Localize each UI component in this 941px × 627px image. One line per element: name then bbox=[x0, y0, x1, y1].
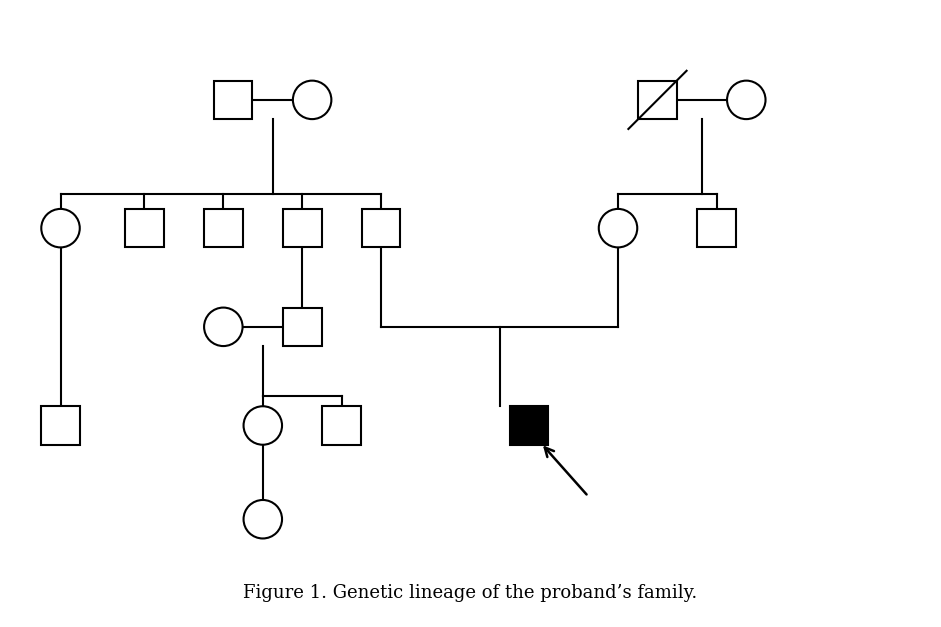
Bar bbox=[283, 209, 322, 248]
Circle shape bbox=[244, 406, 282, 445]
Circle shape bbox=[293, 81, 331, 119]
Circle shape bbox=[204, 308, 243, 346]
Bar bbox=[510, 406, 549, 445]
Bar bbox=[362, 209, 401, 248]
Text: Figure 1. Genetic lineage of the proband’s family.: Figure 1. Genetic lineage of the proband… bbox=[243, 584, 697, 602]
Bar bbox=[214, 81, 252, 119]
Bar bbox=[323, 406, 361, 445]
Circle shape bbox=[727, 81, 766, 119]
Bar bbox=[638, 81, 677, 119]
Bar bbox=[697, 209, 736, 248]
Circle shape bbox=[41, 209, 80, 248]
Circle shape bbox=[244, 500, 282, 539]
Bar bbox=[41, 406, 80, 445]
Bar bbox=[125, 209, 164, 248]
Bar bbox=[283, 308, 322, 346]
Bar bbox=[204, 209, 243, 248]
Circle shape bbox=[598, 209, 637, 248]
